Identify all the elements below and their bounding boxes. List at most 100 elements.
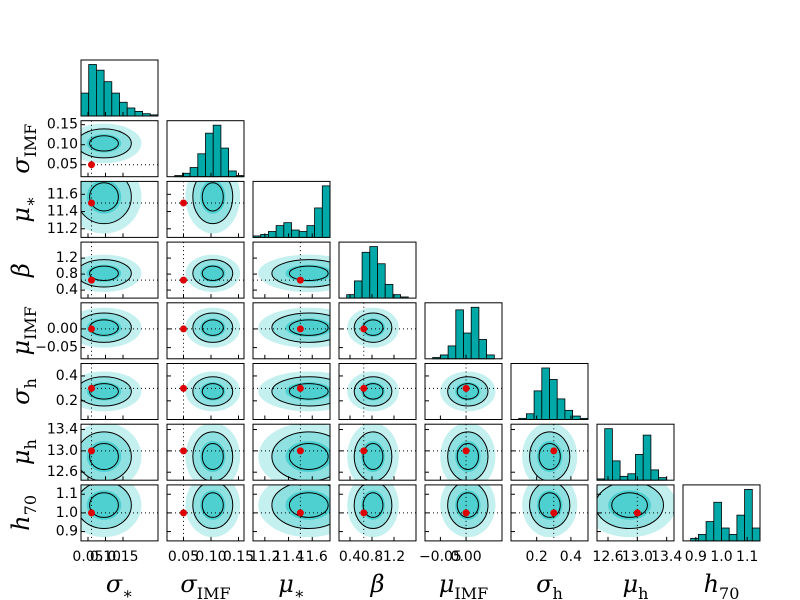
panel: [166, 423, 245, 481]
parameter-symbol: h: [7, 515, 35, 530]
x-tick-label: 13.4: [651, 549, 682, 565]
contour-line: [81, 312, 132, 343]
contour-fill: [86, 490, 122, 520]
histogram-bar: [751, 527, 761, 542]
contour-line: [456, 492, 479, 518]
parameter-subscript: IMF: [21, 124, 40, 158]
contour-line: [192, 376, 234, 407]
parameter-symbol: σ: [536, 570, 553, 598]
contour-fill: [86, 264, 122, 283]
contours: [185, 484, 241, 538]
histogram-bar: [212, 124, 222, 178]
contour-line: [362, 492, 384, 518]
histogram-bar: [447, 345, 457, 360]
contour-fill: [200, 181, 226, 214]
panel: [510, 363, 589, 420]
panel-frame: [166, 241, 245, 299]
x-tick-label: 11.4: [273, 549, 304, 565]
truth-point: [180, 199, 187, 207]
contours: [81, 424, 142, 481]
parameter-symbol: β: [370, 570, 385, 598]
contour-line: [456, 383, 479, 400]
parameter-subscript: ∗: [294, 584, 305, 600]
panel-frame: [682, 484, 761, 542]
histogram-bar: [111, 92, 120, 117]
x-tick-label: 0.4: [560, 549, 582, 565]
truth-point: [360, 447, 368, 455]
parameter-subscript: h: [21, 378, 40, 388]
panel: [166, 302, 245, 360]
contour-line: [201, 492, 224, 518]
y-tick-label: 1.1: [56, 486, 78, 502]
contour-line: [529, 431, 571, 481]
y-tick-label: 0.10: [47, 137, 78, 153]
contour-line: [288, 383, 329, 400]
contours: [440, 484, 496, 538]
panel-frame: [80, 59, 159, 117]
truth-point: [88, 276, 95, 284]
truth-point: [296, 447, 304, 455]
contour-line: [529, 484, 571, 530]
histogram-bar: [88, 64, 97, 117]
contour-fill: [86, 440, 122, 473]
contour-line: [447, 431, 489, 481]
parameter-subscript: h: [21, 439, 40, 449]
truth-point: [296, 325, 304, 333]
contours: [522, 424, 578, 481]
parameter-subscript: IMF: [197, 584, 231, 600]
histogram-bar: [377, 263, 386, 299]
histogram-bar: [627, 473, 636, 481]
contours: [347, 484, 399, 538]
y-tick-label: 11.4: [47, 204, 78, 220]
contour-line: [89, 265, 119, 282]
contour-line: [611, 492, 648, 518]
parameter-label: β: [7, 263, 35, 278]
panel-frame: [166, 180, 245, 238]
panel: [596, 423, 675, 481]
contour-line: [353, 431, 393, 481]
parameter-label: μIMF: [439, 570, 488, 600]
truth-point: [180, 509, 187, 517]
truth-point: [360, 384, 368, 392]
panel-frame: [596, 484, 675, 542]
parameter-symbol: μ: [439, 570, 455, 598]
panel-frame: [338, 484, 417, 542]
histogram-bar: [103, 81, 113, 117]
histogram-bar: [369, 246, 378, 299]
panel-frame: [252, 180, 331, 238]
histogram-bar: [705, 521, 715, 542]
parameter-symbol: μ: [7, 450, 35, 466]
histogram-bar: [346, 294, 355, 299]
parameter-label: σh: [7, 378, 41, 405]
contours: [347, 307, 399, 348]
truth-point: [633, 509, 641, 517]
parameter-label: σ∗: [106, 570, 133, 600]
contour-fill: [200, 382, 226, 401]
contour-line: [271, 312, 330, 343]
truth-point: [88, 161, 95, 169]
x-tick-label: 13.0: [622, 549, 653, 565]
truth-point: [180, 325, 187, 333]
y-tick-label: 11.2: [47, 221, 78, 237]
contour-line: [89, 383, 119, 400]
x-tick-label: 1.0: [710, 549, 732, 565]
x-tick-label: 0.9: [685, 549, 707, 565]
panel: [166, 120, 245, 178]
histogram-bar: [197, 153, 206, 178]
contour-line: [288, 265, 329, 282]
panel: [424, 484, 503, 542]
panel: [80, 363, 159, 420]
contour-fill: [200, 264, 226, 283]
contours: [258, 371, 330, 412]
histogram-bar: [612, 460, 621, 481]
contour-fill: [536, 490, 563, 520]
parameter-subscript: ∗: [122, 584, 133, 600]
parameter-label: σh: [536, 570, 563, 600]
contour-line: [201, 319, 224, 336]
panel-frame: [252, 363, 331, 420]
panel: [596, 484, 675, 542]
y-tick-label: 0.2: [56, 393, 78, 409]
contour-fill: [200, 440, 226, 473]
panel: [166, 180, 245, 238]
panel-frame: [166, 484, 245, 542]
